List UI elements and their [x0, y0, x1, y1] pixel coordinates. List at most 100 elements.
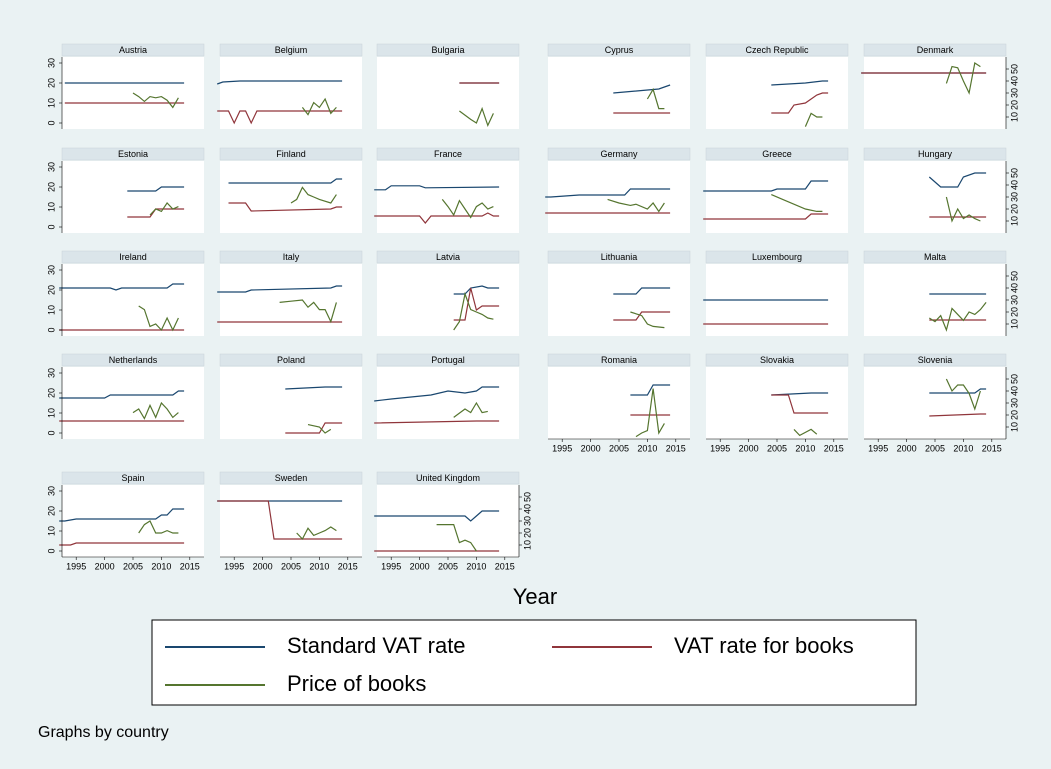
series-line: [374, 510, 500, 522]
series-line: [59, 390, 185, 399]
plot-area: [864, 367, 1006, 439]
series-line: [929, 413, 987, 417]
y2-tick-label: 20: [1009, 410, 1019, 420]
y-tick-label: 10: [46, 305, 56, 315]
series-line: [296, 526, 337, 541]
plot-area: [548, 367, 690, 439]
plot-area: [377, 367, 519, 439]
panel-header: [219, 471, 363, 485]
plot-area: [62, 264, 204, 336]
panel-header: [547, 43, 691, 57]
plot-area: [220, 57, 362, 129]
plot-area: [377, 161, 519, 233]
x-tick-label: 1995: [868, 443, 888, 453]
x-tick-label: 2000: [95, 561, 115, 571]
x-tick-label: 2010: [309, 561, 329, 571]
plot-area: [220, 367, 362, 439]
y-tick-label: 0: [46, 327, 56, 332]
x-tick-label: 1995: [552, 443, 572, 453]
x-tick-label: 2000: [897, 443, 917, 453]
panel-header: [376, 147, 520, 161]
panel-header: [61, 353, 205, 367]
x-tick-label: 2005: [123, 561, 143, 571]
series-line: [285, 386, 343, 390]
x-tick-label: 1995: [381, 561, 401, 571]
series-line: [138, 520, 179, 534]
x-tick-label: 2005: [438, 561, 458, 571]
y-tick-label: 30: [46, 265, 56, 275]
panel-title: Ireland: [119, 252, 147, 262]
series-line: [374, 386, 500, 402]
panel-title: Cyprus: [605, 45, 634, 55]
x-tick-label: 2005: [609, 443, 629, 453]
panel-title: Germany: [600, 149, 638, 159]
series-line: [630, 311, 665, 329]
panel-title: Estonia: [118, 149, 148, 159]
panel-header: [863, 43, 1007, 57]
panel-title: Malta: [924, 252, 946, 262]
plot-area: [62, 485, 204, 557]
legend-box: [151, 619, 917, 706]
y2-tick-label: 50: [1009, 168, 1019, 178]
panel-header: [547, 250, 691, 264]
series-line: [453, 291, 494, 331]
x-tick-label: 2000: [739, 443, 759, 453]
plot-area: [62, 367, 204, 439]
plot-area: [864, 57, 1006, 129]
series-line: [607, 198, 665, 213]
y2-tick-label: 40: [1009, 386, 1019, 396]
y2-tick-label: 10: [1009, 422, 1019, 432]
panel-header: [547, 147, 691, 161]
y2-tick-label: 50: [1009, 64, 1019, 74]
series-line: [301, 97, 337, 116]
y-tick-label: 30: [46, 486, 56, 496]
plot-area: [548, 161, 690, 233]
series-line: [228, 202, 343, 212]
y-tick-label: 30: [46, 58, 56, 68]
series-line: [771, 394, 829, 414]
y-tick-label: 20: [46, 285, 56, 295]
panel-header: [705, 43, 849, 57]
series-line: [374, 212, 500, 224]
series-line: [453, 401, 488, 418]
plot-area: [377, 57, 519, 129]
x-tick-label: 2010: [637, 443, 657, 453]
x-tick-label: 2000: [410, 561, 430, 571]
x-tick-label: 2015: [666, 443, 686, 453]
panel-title: Latvia: [436, 252, 460, 262]
panel-title: Hungary: [918, 149, 953, 159]
series-line: [635, 388, 665, 438]
x-tick-label: 2000: [253, 561, 273, 571]
panel-header: [863, 250, 1007, 264]
x-tick-label: 2010: [795, 443, 815, 453]
series-line: [132, 401, 179, 420]
y2-tick-label: 10: [1009, 216, 1019, 226]
x-tick-label: 2005: [925, 443, 945, 453]
panel-header: [376, 43, 520, 57]
y2-tick-label: 20: [522, 528, 532, 538]
series-line: [453, 285, 500, 295]
y-tick-label: 30: [46, 162, 56, 172]
series-line: [127, 186, 185, 192]
series-line: [453, 287, 500, 321]
series-line: [217, 500, 343, 540]
y2-tick-label: 50: [1009, 271, 1019, 281]
series-line: [613, 311, 671, 321]
series-line: [436, 524, 477, 552]
panel-title: Bulgaria: [431, 45, 464, 55]
y2-tick-label: 40: [1009, 76, 1019, 86]
y2-tick-label: 40: [1009, 283, 1019, 293]
y2-tick-label: 30: [1009, 398, 1019, 408]
panel-title: Slovenia: [918, 355, 953, 365]
series-line: [216, 80, 343, 85]
panel-header: [376, 471, 520, 485]
x-tick-label: 1995: [66, 561, 86, 571]
series-line: [630, 384, 671, 396]
x-tick-label: 2015: [180, 561, 200, 571]
y-tick-label: 10: [46, 98, 56, 108]
y-tick-label: 20: [46, 182, 56, 192]
x-axis-label: Year: [513, 584, 557, 609]
y-tick-label: 10: [46, 202, 56, 212]
note: Graphs by country: [38, 724, 169, 741]
panel-header: [863, 353, 1007, 367]
